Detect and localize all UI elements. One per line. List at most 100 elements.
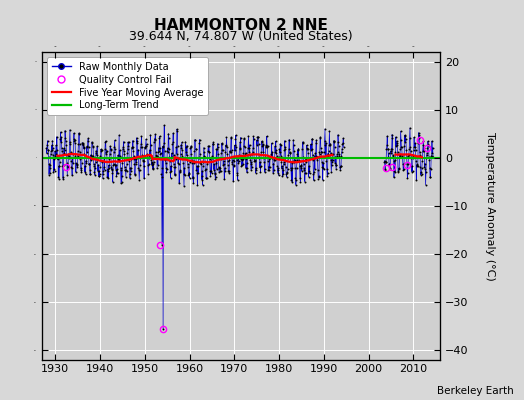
Point: [138, 143, 146, 150]
Point: [263, 144, 271, 150]
Point: [252, 170, 260, 176]
Point: [118, 146, 127, 152]
Point: [251, 158, 259, 164]
Point: [163, 148, 171, 154]
Point: [182, 152, 191, 158]
Point: [409, 153, 418, 160]
Point: [229, 178, 237, 184]
Point: [309, 170, 318, 177]
Point: [115, 157, 124, 163]
Point: [316, 144, 325, 151]
Point: [74, 148, 82, 154]
Point: [85, 161, 93, 168]
Point: [134, 154, 142, 160]
Point: [121, 166, 129, 173]
Point: [99, 171, 107, 178]
Point: [409, 146, 418, 153]
Point: [328, 154, 336, 161]
Point: [127, 156, 136, 162]
Point: [199, 162, 207, 169]
Point: [57, 129, 65, 135]
Point: [206, 173, 215, 179]
Point: [54, 163, 63, 170]
Point: [294, 157, 303, 163]
Point: [267, 140, 276, 146]
Point: [226, 149, 234, 156]
Point: [334, 142, 343, 149]
Point: [199, 159, 208, 166]
Point: [189, 180, 198, 186]
Point: [244, 133, 253, 139]
Point: [385, 160, 394, 167]
Point: [208, 170, 216, 176]
Point: [335, 151, 344, 157]
Point: [70, 130, 78, 136]
Point: [80, 151, 89, 157]
Point: [321, 126, 329, 132]
Point: [285, 136, 293, 143]
Point: [319, 160, 328, 166]
Point: [219, 147, 227, 154]
Point: [75, 141, 84, 147]
Point: [148, 166, 157, 172]
Point: [335, 153, 343, 159]
Point: [422, 152, 431, 158]
Point: [240, 135, 248, 142]
Point: [45, 154, 53, 160]
Point: [388, 134, 397, 141]
Point: [417, 170, 425, 177]
Point: [380, 159, 388, 165]
Point: [114, 152, 122, 158]
Point: [339, 140, 347, 146]
Point: [48, 147, 56, 154]
Point: [390, 156, 399, 163]
Point: [222, 134, 231, 140]
Point: [381, 166, 389, 173]
Point: [81, 171, 90, 177]
Point: [197, 161, 205, 167]
Point: [381, 167, 389, 174]
Point: [278, 163, 286, 170]
Point: [103, 147, 111, 154]
Point: [320, 137, 329, 144]
Point: [405, 146, 413, 152]
Point: [217, 140, 226, 146]
Point: [389, 153, 397, 160]
Point: [276, 140, 285, 147]
Point: [70, 138, 79, 144]
Point: [256, 164, 264, 170]
Point: [112, 166, 120, 173]
Point: [127, 144, 136, 151]
Point: [392, 140, 401, 146]
Point: [324, 150, 332, 157]
Point: [394, 149, 402, 156]
Point: [396, 153, 404, 160]
Point: [65, 155, 73, 161]
Point: [89, 144, 97, 150]
Point: [283, 169, 291, 175]
Point: [178, 152, 187, 159]
Point: [338, 146, 346, 152]
Point: [69, 160, 77, 166]
Point: [424, 138, 432, 145]
Point: [156, 144, 165, 151]
Point: [166, 168, 174, 175]
Point: [112, 172, 121, 179]
Point: [222, 143, 231, 150]
Point: [280, 138, 289, 144]
Point: [253, 142, 261, 148]
Point: [276, 152, 285, 159]
Point: [205, 156, 214, 163]
Point: [117, 179, 126, 185]
Point: [269, 160, 278, 167]
Point: [408, 163, 417, 169]
Point: [265, 167, 273, 173]
Point: [322, 158, 331, 164]
Point: [300, 167, 308, 174]
Point: [242, 150, 250, 156]
Point: [171, 156, 180, 162]
Point: [152, 153, 160, 160]
Point: [60, 147, 69, 153]
Point: [132, 160, 140, 167]
Point: [108, 166, 116, 172]
